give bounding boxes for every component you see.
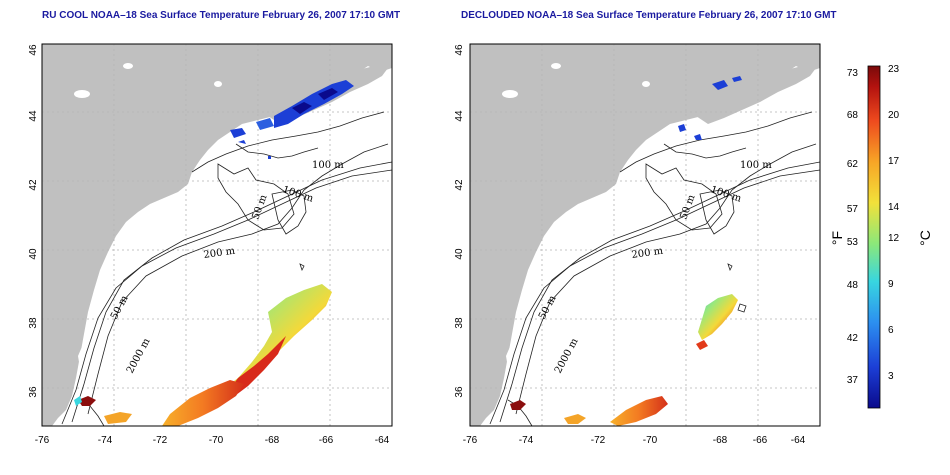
y-tick-label: 40 [454,248,465,260]
panel-title-left: RU COOL NOAA–18 Sea Surface Temperature … [42,10,401,21]
y-tick-label: 36 [454,386,465,398]
celsius-tick: 17 [888,156,900,167]
celsius-tick: 23 [888,64,900,75]
y-axis-left: 36 38 40 42 44 46 [28,44,39,398]
y-tick-label: 40 [28,248,39,260]
x-tick-label: -74 [519,435,534,446]
x-tick-label: -66 [753,435,768,446]
y-tick-label: 44 [454,110,465,122]
x-tick-label: -74 [98,435,113,446]
x-tick-label: -64 [791,435,806,446]
x-tick-label: -70 [209,435,224,446]
colorbar-fahrenheit-ticks: 73 68 62 57 53 48 42 37 [847,68,859,386]
colorbar: 73 68 62 57 53 48 42 37 23 20 17 14 12 9… [829,64,933,409]
fahrenheit-tick: 42 [847,333,859,344]
contour-label: 200 m [203,246,236,261]
fahrenheit-unit-label: °F [829,231,845,245]
x-axis-left: -76 -74 -72 -70 -68 -66 -64 [35,435,390,446]
x-axis-right: -76 -74 -72 -70 -68 -66 -64 [463,435,806,446]
celsius-tick: 6 [888,325,894,336]
x-tick-label: -76 [35,435,50,446]
y-tick-label: 36 [28,386,39,398]
sst-map-left: 100 m 100 m 50 m 200 m 50 m 2000 m [41,43,393,427]
y-tick-label: 42 [454,179,465,191]
contour-label: 100 m [740,160,772,171]
contour-label: 200 m [631,246,664,261]
fahrenheit-tick: 73 [847,68,859,79]
y-tick-label: 44 [28,110,39,122]
celsius-tick: 12 [888,233,900,244]
x-tick-label: -76 [463,435,478,446]
panel-title-right: DECLOUDED NOAA–18 Sea Surface Temperatur… [461,10,837,21]
fahrenheit-tick: 57 [847,204,859,215]
x-tick-label: -66 [319,435,334,446]
y-tick-label: 46 [28,44,39,56]
fahrenheit-tick: 53 [847,237,859,248]
fahrenheit-tick: 62 [847,159,859,170]
celsius-tick: 9 [888,279,894,290]
x-tick-label: -72 [591,435,606,446]
x-tick-label: -70 [643,435,658,446]
x-tick-label: -68 [713,435,728,446]
sst-map-right: 100 m 100 m 50 m 200 m 50 m 2000 m [469,43,821,427]
y-axis-right: 36 38 40 42 44 46 [454,44,465,398]
y-tick-label: 38 [454,317,465,329]
fahrenheit-tick: 37 [847,375,859,386]
celsius-unit-label: °C [917,230,933,246]
y-tick-label: 46 [454,44,465,56]
y-tick-label: 38 [28,317,39,329]
contour-label: 100 m [312,160,344,171]
colorbar-celsius-ticks: 23 20 17 14 12 9 6 3 [888,64,900,382]
x-tick-label: -72 [153,435,168,446]
fahrenheit-tick: 48 [847,280,859,291]
celsius-tick: 20 [888,110,900,121]
x-tick-label: -64 [375,435,390,446]
colorbar-gradient [867,65,881,409]
y-tick-label: 42 [28,179,39,191]
fahrenheit-tick: 68 [847,110,859,121]
celsius-tick: 3 [888,371,894,382]
celsius-tick: 14 [888,202,900,213]
x-tick-label: -68 [265,435,280,446]
